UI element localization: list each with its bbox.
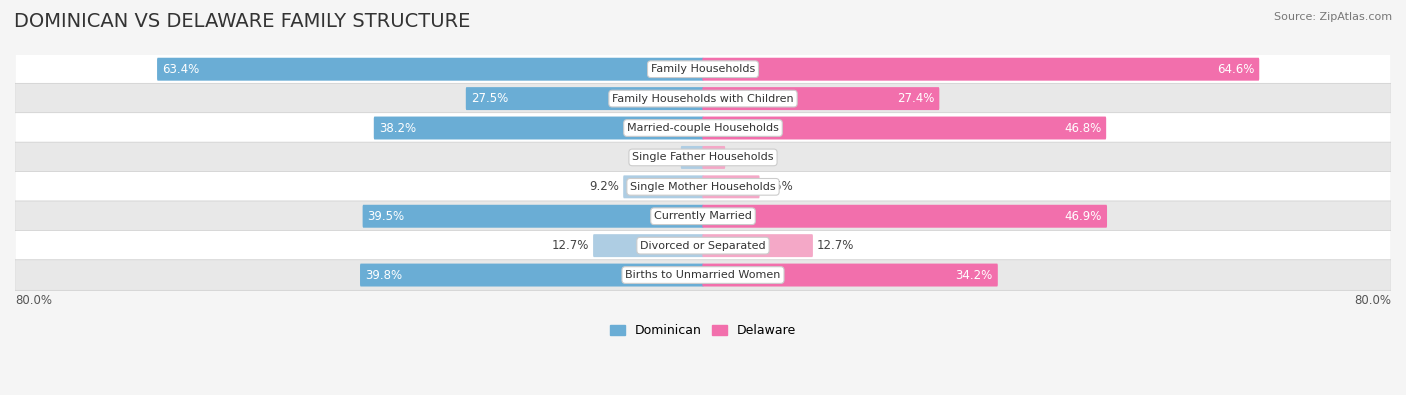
FancyBboxPatch shape [623, 175, 703, 198]
Text: Births to Unmarried Women: Births to Unmarried Women [626, 270, 780, 280]
FancyBboxPatch shape [15, 113, 1391, 143]
Text: 63.4%: 63.4% [162, 63, 200, 76]
FancyBboxPatch shape [703, 58, 1260, 81]
Text: 80.0%: 80.0% [15, 294, 52, 307]
FancyBboxPatch shape [703, 234, 813, 257]
Legend: Dominican, Delaware: Dominican, Delaware [605, 320, 801, 342]
Text: 2.5%: 2.5% [647, 151, 678, 164]
Text: Single Father Households: Single Father Households [633, 152, 773, 162]
FancyBboxPatch shape [15, 142, 1391, 173]
Text: 27.5%: 27.5% [471, 92, 508, 105]
FancyBboxPatch shape [363, 205, 703, 228]
FancyBboxPatch shape [703, 146, 725, 169]
FancyBboxPatch shape [374, 117, 703, 139]
Text: Source: ZipAtlas.com: Source: ZipAtlas.com [1274, 12, 1392, 22]
Text: Married-couple Households: Married-couple Households [627, 123, 779, 133]
Text: 9.2%: 9.2% [589, 181, 620, 193]
FancyBboxPatch shape [15, 54, 1391, 85]
FancyBboxPatch shape [15, 83, 1391, 114]
Text: 6.5%: 6.5% [763, 181, 793, 193]
Text: 38.2%: 38.2% [378, 122, 416, 135]
Text: Family Households: Family Households [651, 64, 755, 74]
Text: 80.0%: 80.0% [1354, 294, 1391, 307]
Text: 46.8%: 46.8% [1064, 122, 1101, 135]
Text: 64.6%: 64.6% [1216, 63, 1254, 76]
FancyBboxPatch shape [15, 230, 1391, 261]
FancyBboxPatch shape [681, 146, 703, 169]
Text: 39.8%: 39.8% [366, 269, 402, 282]
Text: 2.5%: 2.5% [728, 151, 759, 164]
FancyBboxPatch shape [15, 201, 1391, 231]
Text: Currently Married: Currently Married [654, 211, 752, 221]
Text: DOMINICAN VS DELAWARE FAMILY STRUCTURE: DOMINICAN VS DELAWARE FAMILY STRUCTURE [14, 12, 471, 31]
FancyBboxPatch shape [360, 263, 703, 286]
FancyBboxPatch shape [703, 263, 998, 286]
Text: 12.7%: 12.7% [817, 239, 853, 252]
FancyBboxPatch shape [15, 171, 1391, 202]
Text: 12.7%: 12.7% [553, 239, 589, 252]
FancyBboxPatch shape [593, 234, 703, 257]
FancyBboxPatch shape [703, 205, 1107, 228]
Text: 27.4%: 27.4% [897, 92, 935, 105]
FancyBboxPatch shape [703, 117, 1107, 139]
Text: 34.2%: 34.2% [956, 269, 993, 282]
FancyBboxPatch shape [703, 87, 939, 110]
Text: Single Mother Households: Single Mother Households [630, 182, 776, 192]
FancyBboxPatch shape [157, 58, 703, 81]
Text: 46.9%: 46.9% [1064, 210, 1102, 223]
FancyBboxPatch shape [15, 260, 1391, 290]
Text: Divorced or Separated: Divorced or Separated [640, 241, 766, 251]
Text: Family Households with Children: Family Households with Children [612, 94, 794, 103]
FancyBboxPatch shape [465, 87, 703, 110]
Text: 39.5%: 39.5% [367, 210, 405, 223]
FancyBboxPatch shape [703, 175, 759, 198]
